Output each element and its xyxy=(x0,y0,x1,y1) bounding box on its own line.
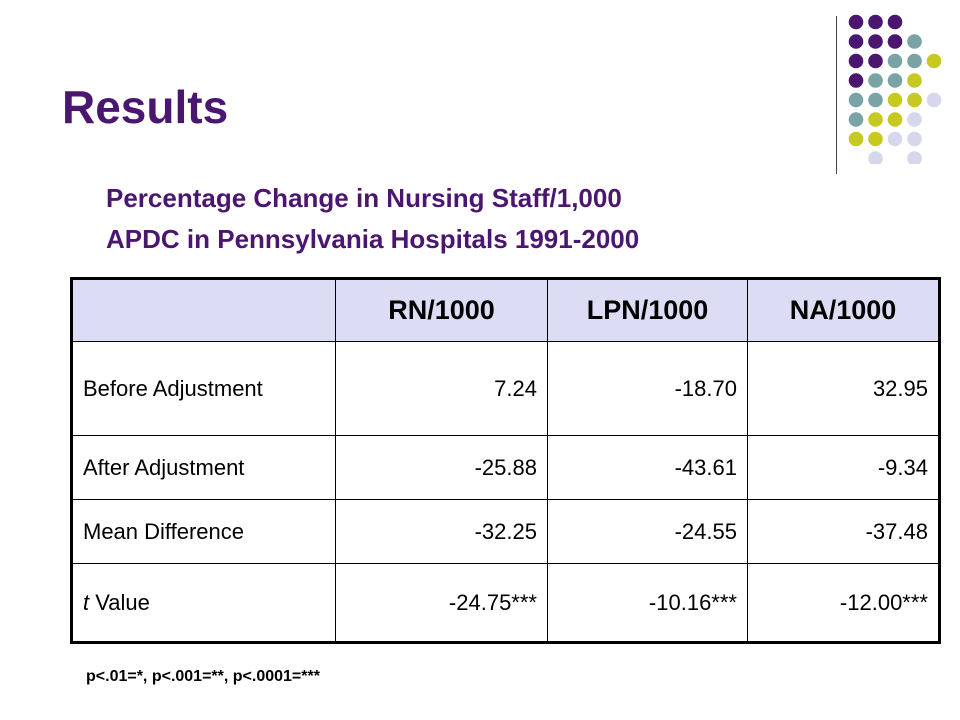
decorative-dot xyxy=(887,14,903,30)
table-row-mean-difference: Mean Difference -32.25 -24.55 -37.48 xyxy=(71,499,940,564)
row-label-mean-difference: Mean Difference xyxy=(71,499,336,564)
table-subtitle: Percentage Change in Nursing Staff/1,000… xyxy=(106,178,639,260)
decorative-dot xyxy=(907,92,922,108)
header-cell-na: NA/1000 xyxy=(747,278,940,342)
significance-footnote: p<.01=*, p<.001=**, p<.0001=*** xyxy=(86,668,320,685)
decorative-dot xyxy=(887,73,903,88)
decorative-dot xyxy=(907,151,922,164)
decorative-dot xyxy=(887,131,903,147)
cell-na-value: -37.48 xyxy=(747,499,940,564)
decorative-dot-grid xyxy=(848,14,942,164)
decorative-dot xyxy=(848,14,864,30)
subtitle-line-2: APDC in Pennsylvania Hospitals 1991-2000 xyxy=(106,224,640,254)
cell-rn-value: -24.75*** xyxy=(335,563,548,643)
decorative-dot xyxy=(868,53,883,69)
row-label-before-adjustment: Before Adjustment xyxy=(71,341,336,436)
decorative-dot xyxy=(907,34,922,49)
decorative-dot xyxy=(887,34,903,49)
decorative-dot xyxy=(868,14,883,30)
decorative-dot xyxy=(868,131,883,147)
decorative-dot xyxy=(848,112,864,127)
cell-na-value: 32.95 xyxy=(747,341,940,436)
decorative-dot xyxy=(848,53,864,69)
table-row-before-adjustment: Before Adjustment 7.24 -18.70 32.95 xyxy=(71,341,940,436)
cell-rn-value: -32.25 xyxy=(335,499,548,564)
decorative-dot xyxy=(868,34,883,49)
table-row-after-adjustment: After Adjustment -25.88 -43.61 -9.34 xyxy=(71,435,940,500)
decorative-dot xyxy=(868,73,883,88)
cell-na-value: -9.34 xyxy=(747,435,940,500)
header-cell-rn: RN/1000 xyxy=(335,278,548,342)
decorative-dot xyxy=(887,53,903,69)
decorative-dot xyxy=(926,53,942,69)
cell-lpn-value: -43.61 xyxy=(547,435,748,500)
decorative-dot xyxy=(926,92,942,108)
decorative-dot xyxy=(848,131,864,147)
header-cell-empty xyxy=(71,278,336,342)
slide-title: Results xyxy=(62,81,229,133)
results-table: RN/1000 LPN/1000 NA/1000 Before Adjustme… xyxy=(70,277,941,644)
cell-lpn-value: -10.16*** xyxy=(547,563,748,643)
cell-lpn-value: -18.70 xyxy=(547,341,748,436)
row-label-t-value: t Value xyxy=(71,563,336,643)
row-label-after-adjustment: After Adjustment xyxy=(71,435,336,500)
row-label-t-value-text: Value xyxy=(89,589,150,615)
cell-na-value: -12.00*** xyxy=(747,563,940,643)
decorative-dot xyxy=(907,53,922,69)
decorative-dot xyxy=(887,112,903,127)
decorative-dot xyxy=(848,73,864,88)
decorative-dot xyxy=(848,34,864,49)
decorative-dot xyxy=(907,73,922,88)
table-row-t-value: t Value -24.75*** -10.16*** -12.00*** xyxy=(71,563,940,643)
decorative-dot xyxy=(907,131,922,147)
cell-rn-value: -25.88 xyxy=(335,435,548,500)
header-cell-lpn: LPN/1000 xyxy=(547,278,748,342)
t-statistic-symbol: t xyxy=(83,589,90,615)
decorative-dot xyxy=(868,112,883,127)
subtitle-line-1: Percentage Change in Nursing Staff/1,000 xyxy=(106,183,622,213)
table-header-row: RN/1000 LPN/1000 NA/1000 xyxy=(71,278,940,342)
decorative-dot xyxy=(868,92,883,108)
decorative-divider-line xyxy=(836,16,837,174)
decorative-dot xyxy=(907,112,922,127)
decorative-dot xyxy=(887,92,903,108)
cell-lpn-value: -24.55 xyxy=(547,499,748,564)
decorative-dot xyxy=(868,151,883,164)
cell-rn-value: 7.24 xyxy=(335,341,548,436)
decorative-dot xyxy=(848,92,864,108)
